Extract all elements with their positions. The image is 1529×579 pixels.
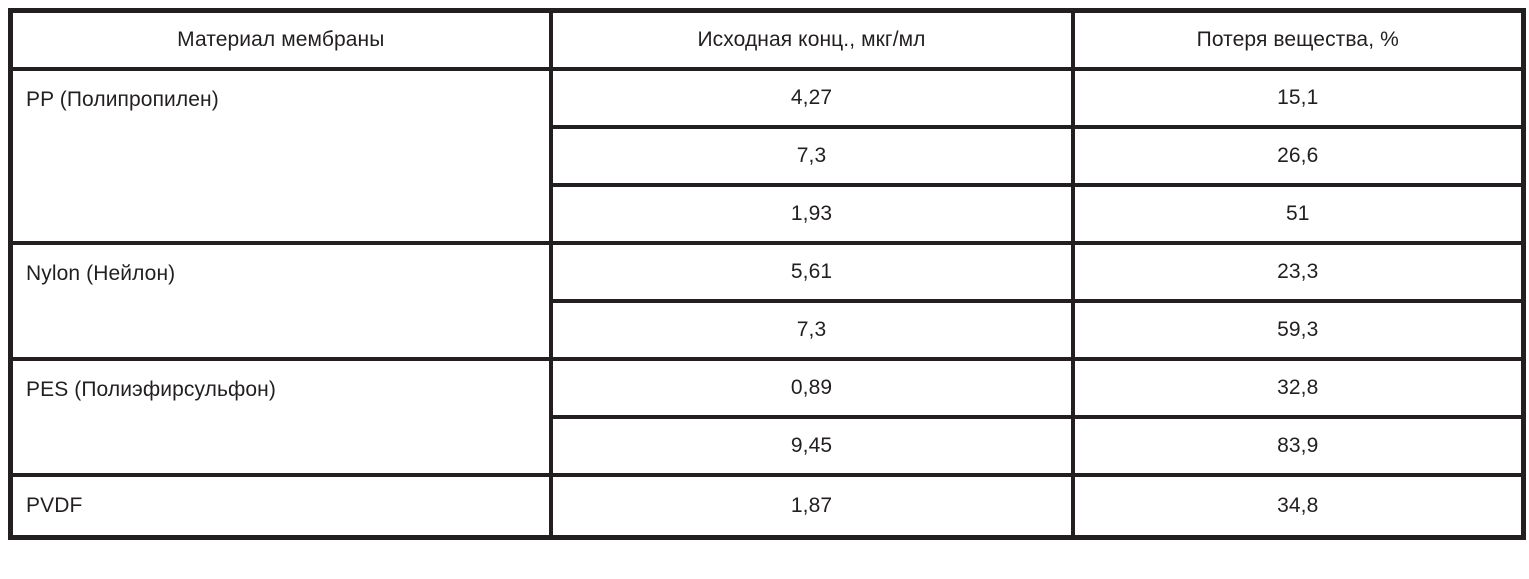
table-row: 1,93 51: [11, 182, 1526, 245]
table-row: 9,45 83,9: [11, 414, 1526, 477]
concentration-cell: 9,45: [548, 414, 1075, 477]
header-material: Материал мембраны: [8, 8, 553, 71]
table-row: PP (Полипропилен) 4,27 15,1: [8, 66, 1526, 245]
table-header-row: Материал мембраны Исходная конц., мкг/мл…: [8, 8, 1526, 71]
loss-cell: 59,3: [1070, 298, 1526, 361]
material-cell-pvdf: PVDF: [8, 472, 553, 539]
concentration-cell: 4,27: [548, 66, 1075, 129]
table-row: PES (Полиэфирсульфон) 0,89 32,8: [8, 356, 1526, 477]
loss-cell: 51: [1070, 182, 1526, 245]
concentration-cell: 5,61: [548, 240, 1075, 303]
loss-cell: 83,9: [1070, 414, 1526, 477]
loss-cell: 23,3: [1070, 240, 1526, 303]
material-cell-nylon: Nylon (Нейлон): [8, 240, 553, 361]
material-label: PVDF: [26, 493, 83, 517]
table-row: 7,3 59,3: [11, 298, 1526, 361]
header-substance-loss: Потеря вещества, %: [1070, 8, 1526, 71]
table-row: 7,3 26,6: [11, 124, 1526, 187]
material-label: Nylon (Нейлон): [26, 261, 176, 285]
membrane-loss-table: Материал мембраны Исходная конц., мкг/мл…: [8, 8, 1526, 540]
loss-cell: 34,8: [1070, 472, 1526, 539]
concentration-cell: 1,87: [548, 472, 1075, 539]
concentration-cell: 7,3: [548, 124, 1075, 187]
table-row: PVDF 1,87 34,8: [8, 472, 1526, 539]
page: Материал мембраны Исходная конц., мкг/мл…: [8, 8, 1526, 540]
material-label: PP (Полипропилен): [26, 87, 219, 111]
loss-cell: 15,1: [1070, 66, 1526, 129]
material-label: PES (Полиэфирсульфон): [26, 377, 276, 401]
loss-cell: 32,8: [1070, 356, 1526, 419]
table-row: Nylon (Нейлон) 5,61 23,3: [8, 240, 1526, 361]
concentration-cell: 1,93: [548, 182, 1075, 245]
header-initial-concentration: Исходная конц., мкг/мл: [548, 8, 1075, 71]
concentration-cell: 7,3: [548, 298, 1075, 361]
material-cell-pes: PES (Полиэфирсульфон): [8, 356, 553, 477]
concentration-cell: 0,89: [548, 356, 1075, 419]
material-cell-pp: PP (Полипропилен): [8, 66, 553, 245]
loss-cell: 26,6: [1070, 124, 1526, 187]
